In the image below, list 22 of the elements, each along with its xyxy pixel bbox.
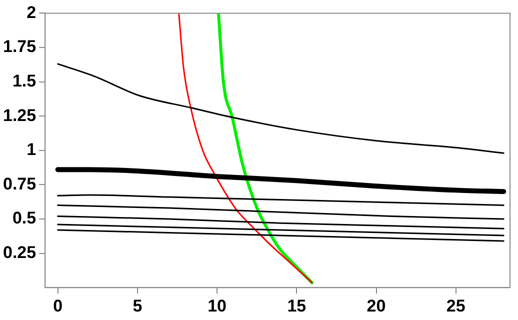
x-tick-label: 5 xyxy=(132,296,142,316)
y-tick-label: 1.25 xyxy=(2,106,36,125)
x-tick-label: 20 xyxy=(366,296,386,316)
y-tick-label: 1.5 xyxy=(12,71,36,90)
y-tick-label: 0.25 xyxy=(2,242,36,262)
line-series xyxy=(57,224,504,236)
line-series xyxy=(57,229,504,242)
x-tick-label: 15 xyxy=(287,296,306,316)
x-tick-label: 25 xyxy=(446,296,466,316)
line-series xyxy=(57,204,504,220)
line-series xyxy=(216,13,314,284)
line-series xyxy=(57,63,504,154)
line-series xyxy=(57,194,504,206)
y-tick-label: 1.75 xyxy=(2,37,36,56)
y-tick-label: 2 xyxy=(26,2,36,22)
y-tick-label: 0.75 xyxy=(2,174,36,194)
x-tick-label: 0 xyxy=(53,296,63,316)
y-tick-label: 0.5 xyxy=(12,208,36,228)
line-series xyxy=(178,13,313,284)
line-series xyxy=(57,216,504,230)
x-tick-label: 10 xyxy=(208,296,226,316)
y-tick-label: 1 xyxy=(26,140,36,160)
